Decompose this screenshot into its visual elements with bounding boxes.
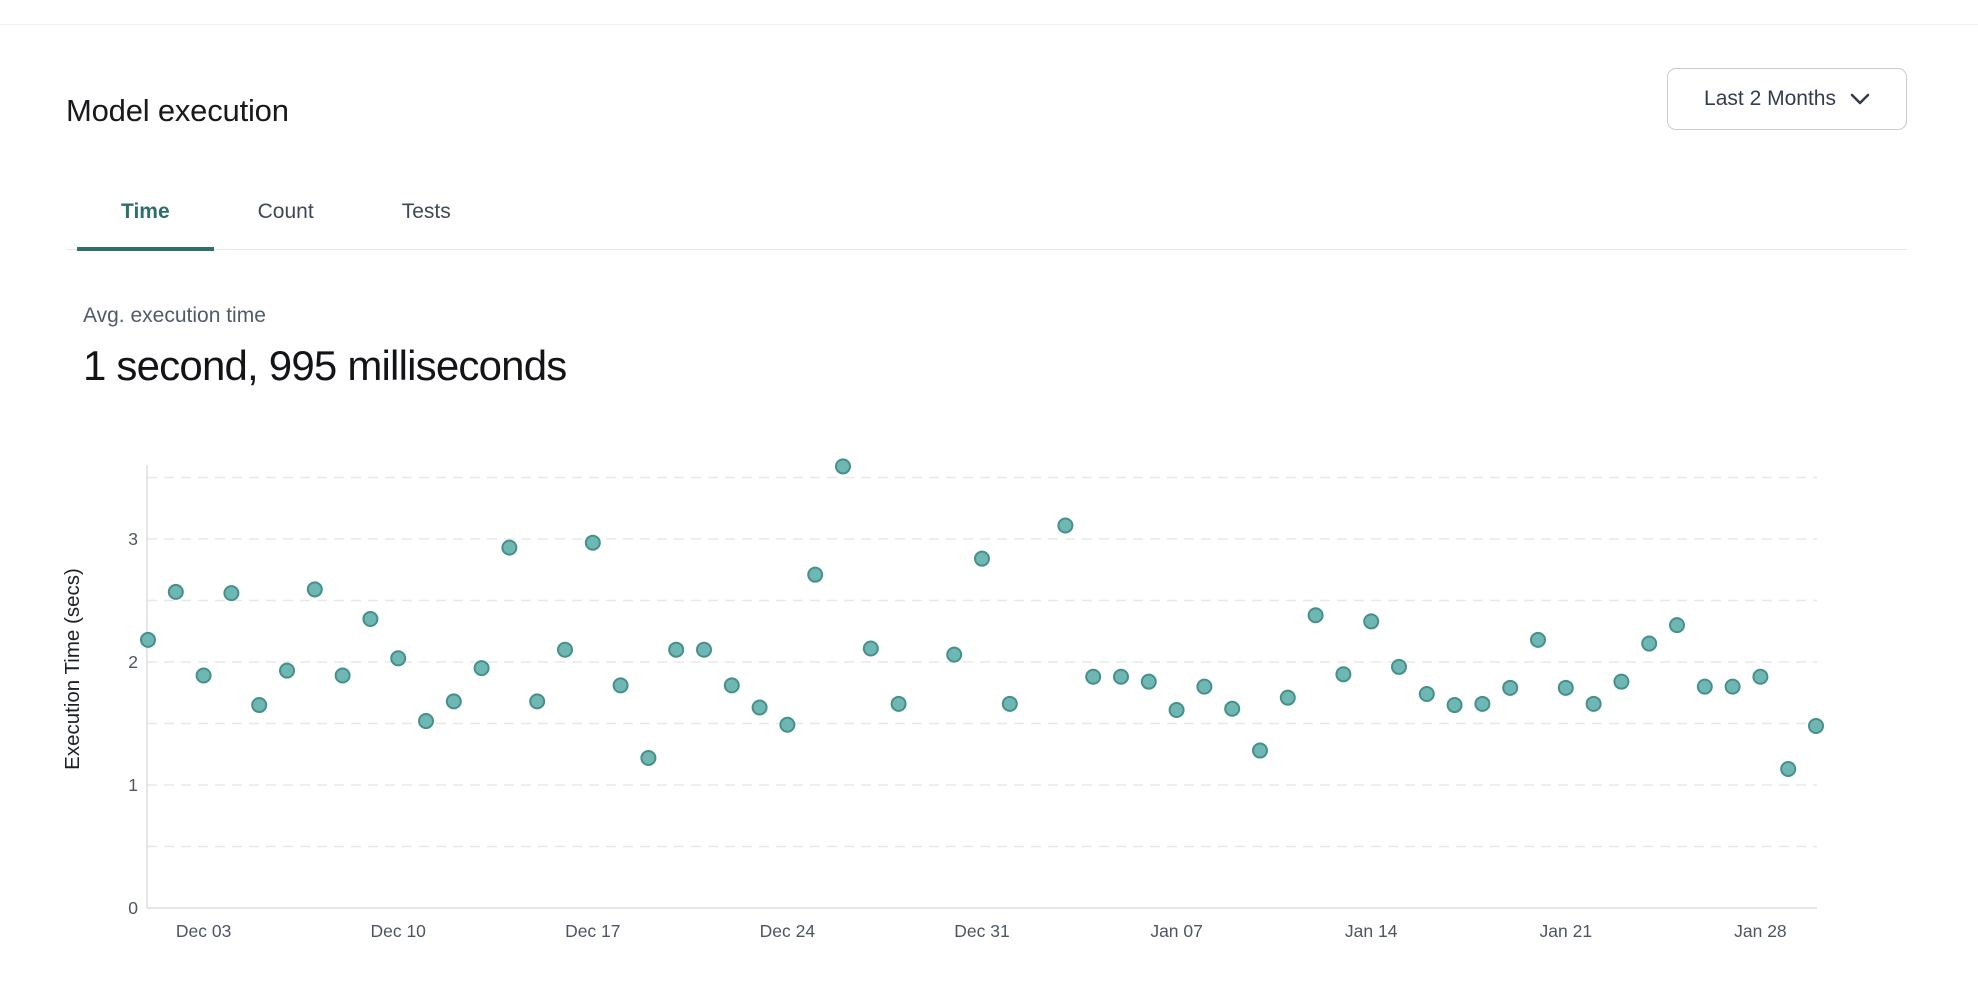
data-point[interactable] (1391, 658, 1407, 675)
y-tick-label: 0 (128, 898, 138, 918)
data-point[interactable] (862, 640, 879, 657)
data-point[interactable] (1808, 717, 1824, 734)
data-point[interactable] (1780, 761, 1797, 778)
data-point[interactable] (1696, 678, 1713, 695)
data-point[interactable] (279, 662, 295, 679)
data-point[interactable] (1224, 700, 1241, 717)
data-point[interactable] (1363, 613, 1380, 630)
data-point[interactable] (1196, 678, 1213, 695)
data-point[interactable] (390, 650, 407, 667)
data-point[interactable] (1474, 695, 1491, 712)
data-point[interactable] (1724, 678, 1741, 695)
data-point[interactable] (557, 641, 573, 658)
data-point[interactable] (974, 550, 990, 567)
data-point[interactable] (946, 646, 963, 663)
x-tick-label: Dec 31 (954, 921, 1009, 941)
data-point[interactable] (751, 699, 768, 716)
data-point[interactable] (779, 716, 796, 733)
data-point[interactable] (890, 695, 907, 712)
x-tick-label: Jan 14 (1345, 921, 1398, 941)
data-point[interactable] (223, 585, 240, 602)
x-tick-label: Dec 24 (760, 921, 816, 941)
data-point[interactable] (1001, 695, 1018, 712)
data-point[interactable] (1669, 617, 1685, 634)
data-point[interactable] (140, 631, 156, 648)
data-point[interactable] (1530, 631, 1546, 648)
data-point[interactable] (1418, 685, 1435, 702)
y-tick-label: 3 (128, 529, 138, 549)
data-point[interactable] (418, 713, 434, 730)
data-point[interactable] (640, 749, 657, 766)
tab-bar: Time Count Tests (66, 186, 1907, 251)
page-title: Model execution (66, 92, 289, 128)
data-point[interactable] (167, 583, 184, 600)
chart-area: 0 1 2 3 Dec 03 Dec 10 Dec 17 Dec 24 Dec 31 Jan 07… (0, 420, 1978, 980)
data-point[interactable] (1446, 697, 1463, 714)
data-point[interactable] (1140, 673, 1157, 690)
x-tick-label: Dec 03 (176, 921, 231, 941)
data-point[interactable] (445, 693, 462, 710)
avg-execution-time-label: Avg. execution time (83, 304, 266, 327)
tab-count[interactable]: Count (257, 200, 314, 223)
data-point[interactable] (1557, 679, 1574, 696)
date-range-selector-label: Last 2 Months (1704, 87, 1836, 110)
y-tick-label: 1 (128, 775, 138, 795)
execution-time-scatter-chart: 0 1 2 3 Dec 03 Dec 10 Dec 17 Dec 24 Dec 31 Jan 07… (61, 458, 1824, 941)
data-point[interactable] (1752, 668, 1769, 685)
x-tick-label: Dec 17 (565, 921, 620, 941)
x-tick-label: Dec 10 (370, 921, 426, 941)
y-axis-title: Execution Time (secs) (61, 568, 84, 770)
data-point[interactable] (1057, 517, 1074, 534)
data-point[interactable] (362, 610, 379, 627)
data-point[interactable] (473, 660, 490, 677)
data-point[interactable] (1279, 689, 1296, 706)
tab-time[interactable]: Time (77, 186, 214, 251)
data-point[interactable] (334, 667, 351, 684)
data-point[interactable] (696, 641, 712, 658)
tab-list: Time Count Tests (77, 186, 1907, 251)
data-point[interactable] (807, 566, 824, 583)
data-point[interactable] (501, 539, 518, 556)
x-tick-label: Jan 07 (1150, 921, 1203, 941)
y-tick-label: 2 (128, 652, 138, 672)
data-point[interactable] (529, 693, 546, 710)
x-tick-label: Jan 28 (1734, 921, 1787, 941)
date-range-selector-button[interactable]: Last 2 Months (1667, 68, 1907, 130)
data-point[interactable] (251, 697, 268, 714)
data-point[interactable] (1502, 679, 1519, 696)
data-point[interactable] (1085, 668, 1102, 685)
data-point[interactable] (1585, 695, 1602, 712)
data-point[interactable] (1335, 666, 1352, 683)
tab-tests[interactable]: Tests (401, 200, 451, 223)
chevron-down-icon (1850, 93, 1870, 105)
avg-execution-summary: Avg. execution time 1 second, 995 millis… (83, 303, 567, 389)
data-point[interactable] (1613, 673, 1630, 690)
data-point[interactable] (612, 677, 629, 694)
data-point[interactable] (1252, 742, 1268, 759)
avg-execution-time-value: 1 second, 995 milliseconds (83, 342, 567, 389)
data-point[interactable] (835, 458, 851, 475)
data-point[interactable] (1307, 607, 1324, 624)
data-point[interactable] (668, 641, 685, 658)
data-point[interactable] (584, 534, 601, 551)
page-top-divider (0, 24, 1978, 25)
data-point[interactable] (1113, 668, 1129, 685)
data-point[interactable] (306, 581, 323, 598)
data-point[interactable] (1168, 701, 1185, 718)
data-point[interactable] (195, 667, 212, 684)
data-point[interactable] (723, 677, 740, 694)
data-point[interactable] (1641, 635, 1658, 652)
x-tick-label: Jan 21 (1540, 921, 1593, 941)
